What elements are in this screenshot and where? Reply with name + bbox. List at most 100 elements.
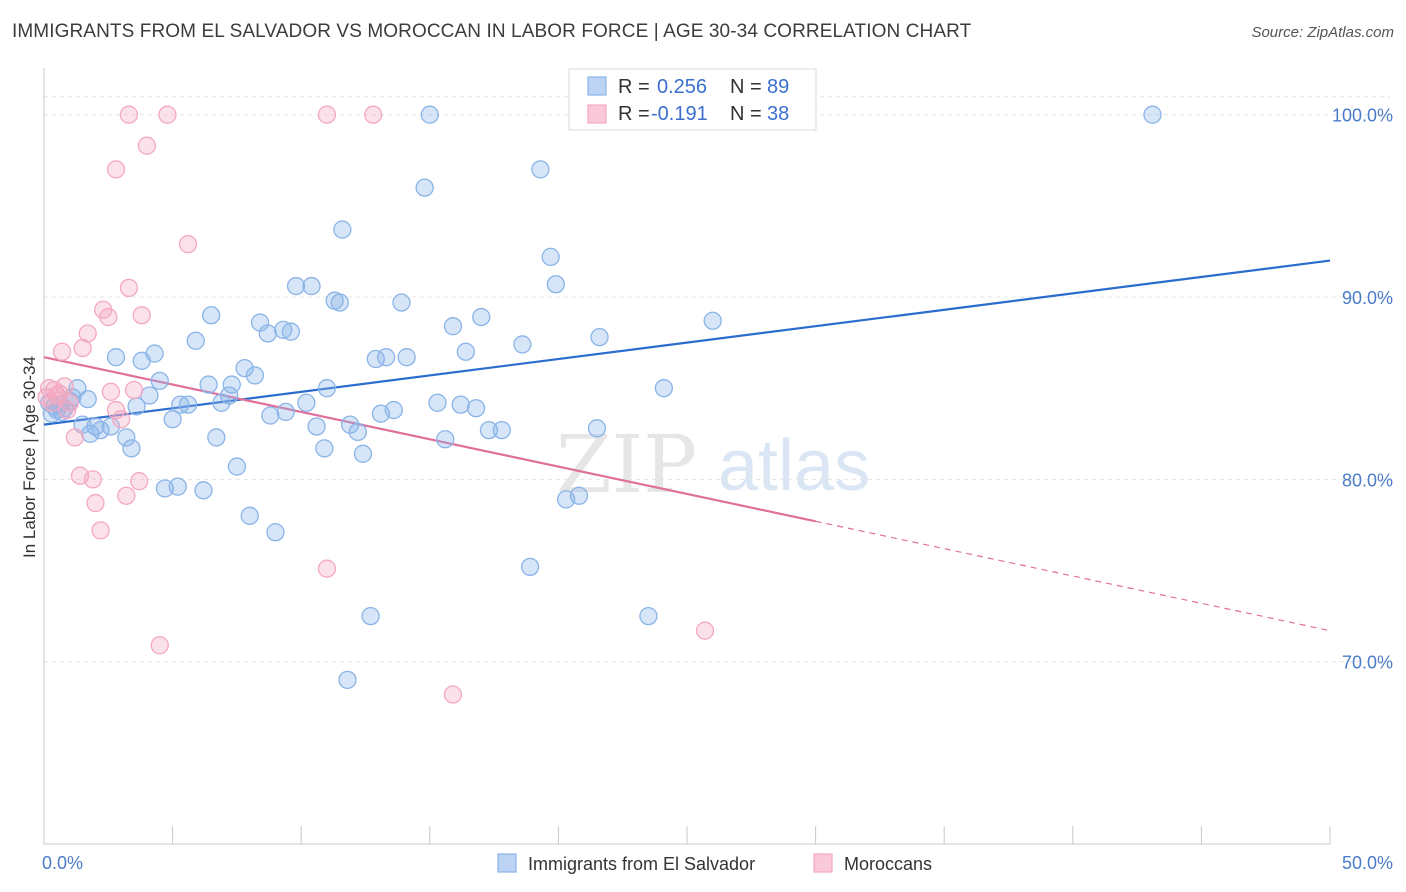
trend-line-extension-1 bbox=[815, 520, 1331, 632]
data-point bbox=[186, 331, 205, 350]
data-point bbox=[168, 477, 187, 496]
data-point bbox=[132, 306, 151, 325]
data-point bbox=[569, 486, 589, 505]
stat-r-value-1: 0.256 bbox=[657, 76, 707, 98]
data-point bbox=[443, 685, 463, 704]
data-point bbox=[55, 377, 74, 396]
data-point bbox=[145, 344, 164, 363]
data-point bbox=[428, 393, 447, 412]
data-point bbox=[472, 307, 491, 327]
data-point bbox=[202, 306, 221, 325]
y-tick-label: 80.0% bbox=[1342, 470, 1393, 490]
trend-lines bbox=[43, 259, 1331, 632]
data-point bbox=[361, 606, 380, 626]
data-point bbox=[338, 670, 357, 690]
data-point bbox=[124, 380, 144, 400]
data-point bbox=[112, 410, 131, 429]
series-legend: Immigrants from El Salvador Moroccans bbox=[497, 853, 932, 874]
data-point bbox=[119, 278, 139, 298]
stat-r-label-2: R = bbox=[618, 103, 650, 125]
y-tick-label: 70.0% bbox=[1342, 653, 1393, 673]
stats-legend: R = 0.256 N = 89 R = -0.191 N = 38 bbox=[568, 68, 817, 131]
chart-source: Source: ZipAtlas.com bbox=[1251, 24, 1394, 41]
legend-label-el-salvador: Immigrants from El Salvador bbox=[528, 854, 755, 874]
data-point bbox=[78, 389, 97, 409]
data-point bbox=[436, 430, 455, 449]
data-point bbox=[1143, 105, 1162, 124]
stats-swatch-moroccans bbox=[587, 104, 607, 124]
data-point bbox=[590, 327, 609, 347]
data-point bbox=[315, 439, 334, 458]
data-point bbox=[466, 399, 486, 418]
data-point bbox=[220, 386, 239, 405]
data-point bbox=[207, 428, 226, 447]
data-point bbox=[101, 417, 121, 436]
data-point bbox=[119, 105, 139, 124]
series-points-0 bbox=[39, 105, 1162, 690]
legend-swatch-moroccans bbox=[813, 853, 833, 873]
data-point bbox=[99, 307, 118, 327]
stat-r-label-1: R = bbox=[618, 76, 650, 98]
data-point bbox=[178, 234, 198, 254]
data-point bbox=[317, 379, 337, 398]
data-point bbox=[60, 393, 79, 412]
stat-n-value-2: 38 bbox=[767, 103, 789, 125]
data-point bbox=[130, 472, 149, 491]
data-point bbox=[91, 521, 110, 540]
data-point bbox=[106, 160, 126, 179]
data-point bbox=[83, 470, 103, 489]
data-point bbox=[639, 606, 658, 626]
data-point bbox=[106, 400, 126, 420]
data-point bbox=[376, 348, 396, 367]
data-point bbox=[222, 375, 241, 394]
data-point bbox=[333, 220, 352, 239]
data-point bbox=[86, 493, 105, 513]
data-point bbox=[171, 395, 190, 414]
series-points-1 bbox=[37, 105, 715, 704]
data-point bbox=[106, 348, 126, 367]
data-point bbox=[117, 428, 136, 447]
data-point bbox=[479, 420, 499, 440]
data-point bbox=[65, 428, 85, 447]
data-point bbox=[513, 335, 532, 354]
data-point bbox=[531, 160, 550, 179]
data-point bbox=[451, 395, 470, 414]
x-tick-label: 50.0% bbox=[1342, 853, 1393, 873]
y-tick-labels: 100.0% 90.0% 80.0% 70.0% bbox=[1332, 106, 1393, 673]
data-point bbox=[415, 178, 434, 197]
gridlines bbox=[44, 96, 1390, 663]
data-point bbox=[392, 293, 411, 312]
data-point bbox=[245, 366, 265, 385]
data-point bbox=[91, 420, 110, 440]
y-tick-label: 90.0% bbox=[1342, 288, 1393, 308]
data-point bbox=[587, 419, 607, 438]
data-point bbox=[150, 371, 169, 391]
data-point bbox=[57, 400, 77, 420]
data-point bbox=[258, 324, 277, 343]
data-point bbox=[163, 410, 182, 429]
chart-title: IMMIGRANTS FROM EL SALVADOR VS MOROCCAN … bbox=[12, 21, 972, 42]
data-point bbox=[52, 342, 72, 361]
data-point bbox=[117, 486, 136, 505]
data-point bbox=[286, 276, 306, 296]
data-point bbox=[397, 348, 416, 367]
data-point bbox=[140, 386, 159, 405]
data-point bbox=[266, 523, 285, 542]
data-point bbox=[317, 105, 337, 124]
axes bbox=[43, 68, 1331, 845]
data-point bbox=[443, 317, 463, 336]
data-point bbox=[235, 358, 254, 378]
data-point bbox=[703, 311, 722, 330]
data-point bbox=[654, 379, 674, 398]
y-axis-title: In Labor Force | Age 30-34 bbox=[20, 356, 39, 558]
data-point bbox=[297, 393, 316, 412]
data-point bbox=[199, 375, 218, 394]
data-point bbox=[158, 105, 177, 124]
stats-swatch-el-salvador bbox=[587, 76, 607, 96]
data-point bbox=[364, 105, 383, 124]
trend-line-0 bbox=[43, 259, 1331, 426]
data-point bbox=[194, 481, 213, 500]
data-point bbox=[317, 559, 337, 578]
data-point bbox=[456, 342, 475, 361]
